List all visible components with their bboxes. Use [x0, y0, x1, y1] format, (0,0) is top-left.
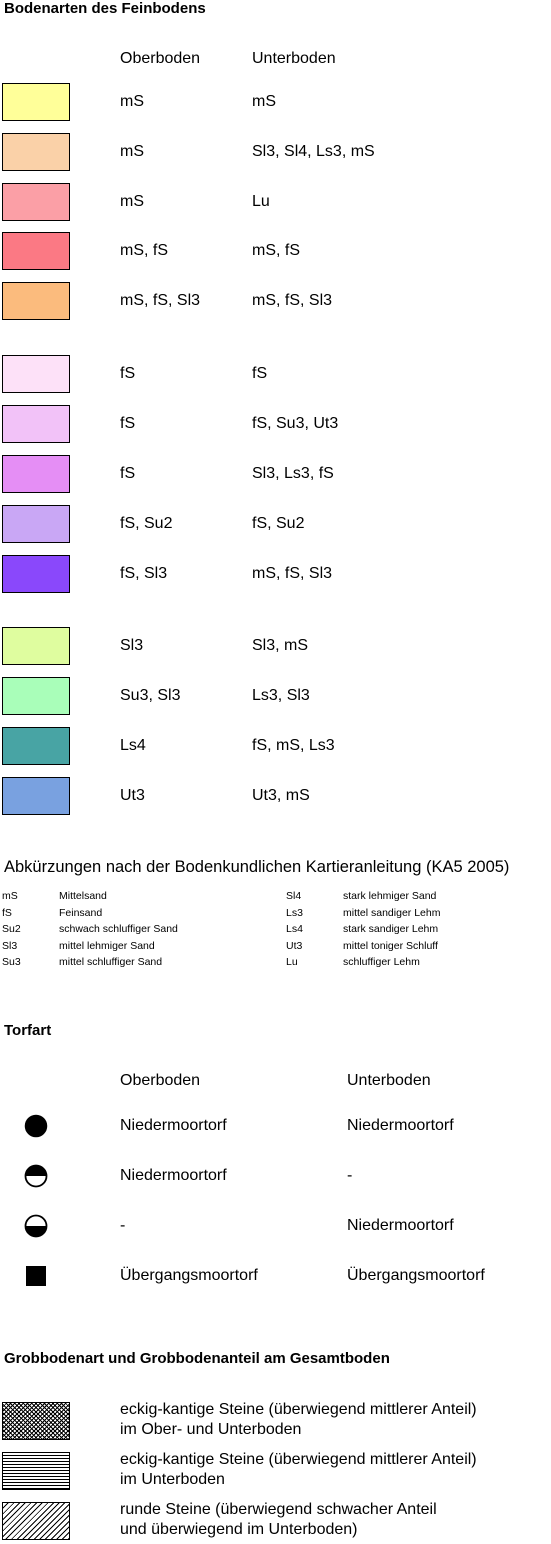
abbreviation-description: Feinsand	[59, 906, 103, 919]
soil-topsoil-value: mS, fS	[120, 242, 169, 259]
soil-subsoil-value: Sl3, mS	[252, 637, 309, 654]
horizontal-lines-pattern	[2, 1452, 70, 1490]
crosshatch-pattern	[2, 1402, 70, 1440]
coarse-description-line1: eckig-kantige Steine (überwiegend mittle…	[120, 1401, 477, 1418]
coarse-description: eckig-kantige Steine (überwiegend mittle…	[120, 1450, 540, 1490]
soil-subsoil-value: Lu	[252, 193, 270, 210]
soil-color-swatch	[2, 405, 70, 443]
soil-topsoil-value: fS	[120, 365, 136, 382]
abbreviation-description: mittel sandiger Lehm	[343, 906, 441, 919]
soil-subsoil-value: Sl3, Sl4, Ls3, mS	[252, 143, 375, 160]
soil-subsoil-value: fS, Su3, Ut3	[252, 415, 339, 432]
soil-color-swatch	[2, 232, 70, 270]
soil-column-subsoil: Unterboden	[252, 50, 336, 67]
soil-color-swatch	[2, 627, 70, 665]
soil-topsoil-value: Su3, Sl3	[120, 687, 181, 704]
peat-column-subsoil: Unterboden	[347, 1072, 431, 1089]
soil-subsoil-value: mS, fS, Sl3	[252, 292, 333, 309]
soil-subsoil-value: Ut3, mS	[252, 787, 310, 804]
abbreviation-description: schwach schluffiger Sand	[59, 923, 178, 936]
soil-section-title: Bodenarten des Feinbodens	[4, 0, 206, 17]
soil-subsoil-value: mS, fS	[252, 242, 301, 259]
peat-section-title: Torfart	[4, 1022, 52, 1039]
peat-subsoil-value: Niedermoortorf	[347, 1217, 454, 1234]
coarse-description-line1: runde Steine (überwiegend schwacher Ante…	[120, 1501, 437, 1518]
abbreviation-description: stark lehmiger Sand	[343, 890, 437, 902]
peat-subsoil-value: Übergangsmoortorf	[347, 1267, 485, 1284]
coarse-description-line2: im Unterboden	[120, 1471, 225, 1488]
top-half-circle-icon	[24, 1164, 48, 1188]
bottom-half-circle-icon	[24, 1214, 48, 1238]
abbreviation-code: Ut3	[286, 939, 303, 952]
soil-color-swatch	[2, 282, 70, 320]
soil-color-swatch	[2, 727, 70, 765]
soil-color-swatch	[2, 555, 70, 593]
diagonal-lines-pattern	[2, 1502, 70, 1540]
coarse-section-title: Grobbodenart und Grobbodenanteil am Gesa…	[4, 1350, 390, 1367]
soil-topsoil-value: fS, Su2	[120, 515, 173, 532]
coarse-description-line1: eckig-kantige Steine (überwiegend mittle…	[120, 1451, 477, 1468]
soil-color-swatch	[2, 677, 70, 715]
soil-subsoil-value: fS	[252, 365, 268, 382]
soil-column-topsoil: Oberboden	[120, 50, 201, 67]
abbreviation-description: Mittelsand	[59, 890, 107, 902]
abbreviations-title: Abkürzungen nach der Bodenkundlichen Kar…	[4, 858, 510, 876]
abbreviation-code: Ls3	[286, 906, 303, 919]
soil-topsoil-value: mS, fS, Sl3	[120, 292, 201, 309]
peat-subsoil-value: -	[347, 1167, 353, 1184]
soil-color-swatch	[2, 183, 70, 221]
soil-subsoil-value: mS	[252, 93, 276, 110]
soil-color-swatch	[2, 777, 70, 815]
soil-color-swatch	[2, 355, 70, 393]
abbreviation-code: Lu	[286, 956, 298, 969]
abbreviation-code: Su3	[2, 956, 21, 969]
soil-topsoil-value: fS	[120, 465, 136, 482]
soil-topsoil-value: fS	[120, 415, 136, 432]
coarse-description-line2: im Ober- und Unterboden	[120, 1421, 302, 1438]
full-circle-icon	[24, 1114, 48, 1138]
peat-column-topsoil: Oberboden	[120, 1072, 201, 1089]
filled-square-icon	[24, 1264, 48, 1288]
abbreviation-description: stark sandiger Lehm	[343, 923, 439, 936]
soil-subsoil-value: Sl3, Ls3, fS	[252, 465, 334, 482]
soil-topsoil-value: mS	[120, 143, 144, 160]
abbreviation-description: mittel lehmiger Sand	[59, 939, 155, 952]
peat-topsoil-value: Niedermoortorf	[120, 1167, 227, 1184]
soil-color-swatch	[2, 133, 70, 171]
soil-color-swatch	[2, 505, 70, 543]
abbreviation-description: schluffiger Lehm	[343, 956, 420, 969]
abbreviation-description: mittel toniger Schluff	[343, 939, 438, 952]
soil-color-swatch	[2, 83, 70, 121]
coarse-description: eckig-kantige Steine (überwiegend mittle…	[120, 1400, 540, 1440]
soil-subsoil-value: fS, mS, Ls3	[252, 737, 335, 754]
abbreviation-code: fS	[2, 906, 12, 919]
soil-subsoil-value: fS, Su2	[252, 515, 305, 532]
soil-topsoil-value: fS, Sl3	[120, 565, 168, 582]
peat-topsoil-value: -	[120, 1217, 126, 1234]
soil-color-swatch	[2, 455, 70, 493]
abbreviation-description: mittel schluffiger Sand	[59, 956, 163, 969]
abbreviation-code: Ls4	[286, 923, 303, 936]
abbreviation-code: Su2	[2, 923, 21, 936]
peat-topsoil-value: Niedermoortorf	[120, 1117, 227, 1134]
coarse-description: runde Steine (überwiegend schwacher Ante…	[120, 1500, 540, 1540]
soil-topsoil-value: mS	[120, 93, 144, 110]
soil-topsoil-value: mS	[120, 193, 144, 210]
peat-topsoil-value: Übergangsmoortorf	[120, 1267, 258, 1284]
soil-topsoil-value: Ls4	[120, 737, 146, 754]
peat-subsoil-value: Niedermoortorf	[347, 1117, 454, 1134]
soil-subsoil-value: mS, fS, Sl3	[252, 565, 333, 582]
soil-topsoil-value: Ut3	[120, 787, 145, 804]
soil-subsoil-value: Ls3, Sl3	[252, 687, 310, 704]
abbreviation-code: mS	[2, 890, 18, 902]
abbreviation-code: Sl4	[286, 890, 302, 902]
coarse-description-line2: und überwiegend im Unterboden)	[120, 1521, 358, 1538]
abbreviation-code: Sl3	[2, 939, 18, 952]
soil-topsoil-value: Sl3	[120, 637, 144, 654]
